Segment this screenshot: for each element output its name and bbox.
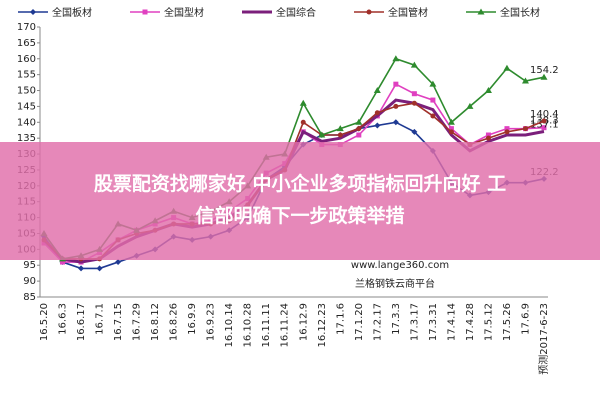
legend-label: 全国长材 xyxy=(500,6,540,19)
y-tick-label: 140 xyxy=(17,117,36,128)
point xyxy=(374,122,381,129)
x-tick-label: 17.2.17 xyxy=(372,303,383,341)
point xyxy=(430,97,436,103)
point xyxy=(411,128,418,135)
legend-label: 全国板材 xyxy=(52,6,92,19)
source: 兰格钢铁云商平台 xyxy=(355,277,435,290)
y-tick-label: 170 xyxy=(17,22,36,33)
x-tick-label: 17.5.26 xyxy=(502,303,513,341)
x-tick-label: 17.4.28 xyxy=(465,303,476,341)
point xyxy=(411,91,417,97)
x-tick-label: 16.11.24 xyxy=(280,303,291,348)
y-tick-label: 135 xyxy=(17,133,36,144)
x-tick-label: 16.12.23 xyxy=(317,303,328,348)
point xyxy=(429,80,437,87)
point xyxy=(299,99,307,106)
x-tick-label: 16.12.9 xyxy=(298,303,309,341)
x-tick-label: 16.9.23 xyxy=(206,303,217,341)
point xyxy=(392,55,400,62)
point xyxy=(392,119,399,126)
point xyxy=(393,103,399,109)
point xyxy=(356,132,362,138)
x-tick-label: 16.6.3 xyxy=(58,303,69,335)
point xyxy=(356,126,362,132)
point xyxy=(448,126,454,132)
watermark: www.lange360.com xyxy=(351,260,449,271)
point xyxy=(355,118,363,125)
y-tick-label: 165 xyxy=(17,38,36,49)
x-tick-label: 17.6.9 xyxy=(520,303,531,335)
point xyxy=(337,132,343,138)
point xyxy=(373,87,381,94)
point xyxy=(466,102,474,109)
point xyxy=(300,119,306,125)
point xyxy=(503,64,511,71)
point xyxy=(393,81,399,87)
point xyxy=(541,118,547,124)
overlay-band xyxy=(0,142,600,260)
x-tick-label: 17.1.6 xyxy=(335,303,346,335)
point xyxy=(484,87,492,94)
y-tick-label: 85 xyxy=(23,292,36,303)
point xyxy=(447,118,455,125)
point xyxy=(374,110,380,116)
y-tick-label: 155 xyxy=(17,70,36,81)
point xyxy=(318,131,326,138)
point xyxy=(504,126,510,132)
point xyxy=(96,265,103,272)
y-tick-label: 150 xyxy=(17,86,36,97)
x-tick-label: 17.3.17 xyxy=(409,303,420,341)
x-tick-label: 17.1.20 xyxy=(354,303,365,341)
x-tick-label: 16.8.26 xyxy=(169,303,180,341)
point xyxy=(504,129,510,135)
x-tick-label: 16.6.17 xyxy=(76,303,87,341)
point xyxy=(540,73,548,80)
x-tick-label: 17.5.12 xyxy=(483,303,494,341)
point xyxy=(521,77,529,84)
point xyxy=(485,135,491,141)
point xyxy=(60,259,66,265)
point xyxy=(336,125,344,132)
point xyxy=(410,61,418,68)
x-tick-label: 16.5.20 xyxy=(39,303,50,341)
x-tick-label: 16.7.29 xyxy=(132,303,143,341)
legend-label: 全国型材 xyxy=(164,6,204,19)
x-tick-label: 17.3.31 xyxy=(428,303,439,341)
x-tick-label: 16.7.15 xyxy=(113,303,124,341)
point xyxy=(430,113,436,119)
x-tick-label: 16.10.28 xyxy=(243,303,254,348)
x-tick-label: 16.9.9 xyxy=(187,303,198,335)
point xyxy=(522,126,528,132)
point xyxy=(411,100,417,106)
y-tick-label: 160 xyxy=(17,54,36,65)
end-label: 137.1 xyxy=(530,120,559,131)
x-tick-label: 16.8.12 xyxy=(150,303,161,341)
x-tick-label: 16.10.14 xyxy=(224,303,235,348)
legend-label: 全国管材 xyxy=(388,6,428,19)
point xyxy=(485,132,491,138)
x-tick-label: 预测2017-6-23 xyxy=(537,303,550,375)
overlay-text: 信部明确下一步政策举措 xyxy=(195,204,404,227)
x-tick-label: 16.7.1 xyxy=(95,303,106,335)
legend-label: 全国综合 xyxy=(276,6,316,19)
x-tick-label: 16.11.11 xyxy=(261,303,272,348)
overlay-text: 股票配资找哪家好 中小企业多项指标回升向好 工 xyxy=(94,172,506,195)
point xyxy=(78,265,85,272)
point xyxy=(448,129,454,135)
end-label: 154.2 xyxy=(530,65,559,76)
y-tick-label: 90 xyxy=(23,276,36,287)
y-tick-label: 95 xyxy=(23,260,36,271)
end-label: 140.4 xyxy=(530,109,559,120)
point xyxy=(541,125,547,131)
y-tick-label: 145 xyxy=(17,101,36,112)
x-tick-label: 17.4.14 xyxy=(446,303,457,341)
point xyxy=(115,259,122,266)
x-tick-label: 17.3.3 xyxy=(391,303,402,335)
